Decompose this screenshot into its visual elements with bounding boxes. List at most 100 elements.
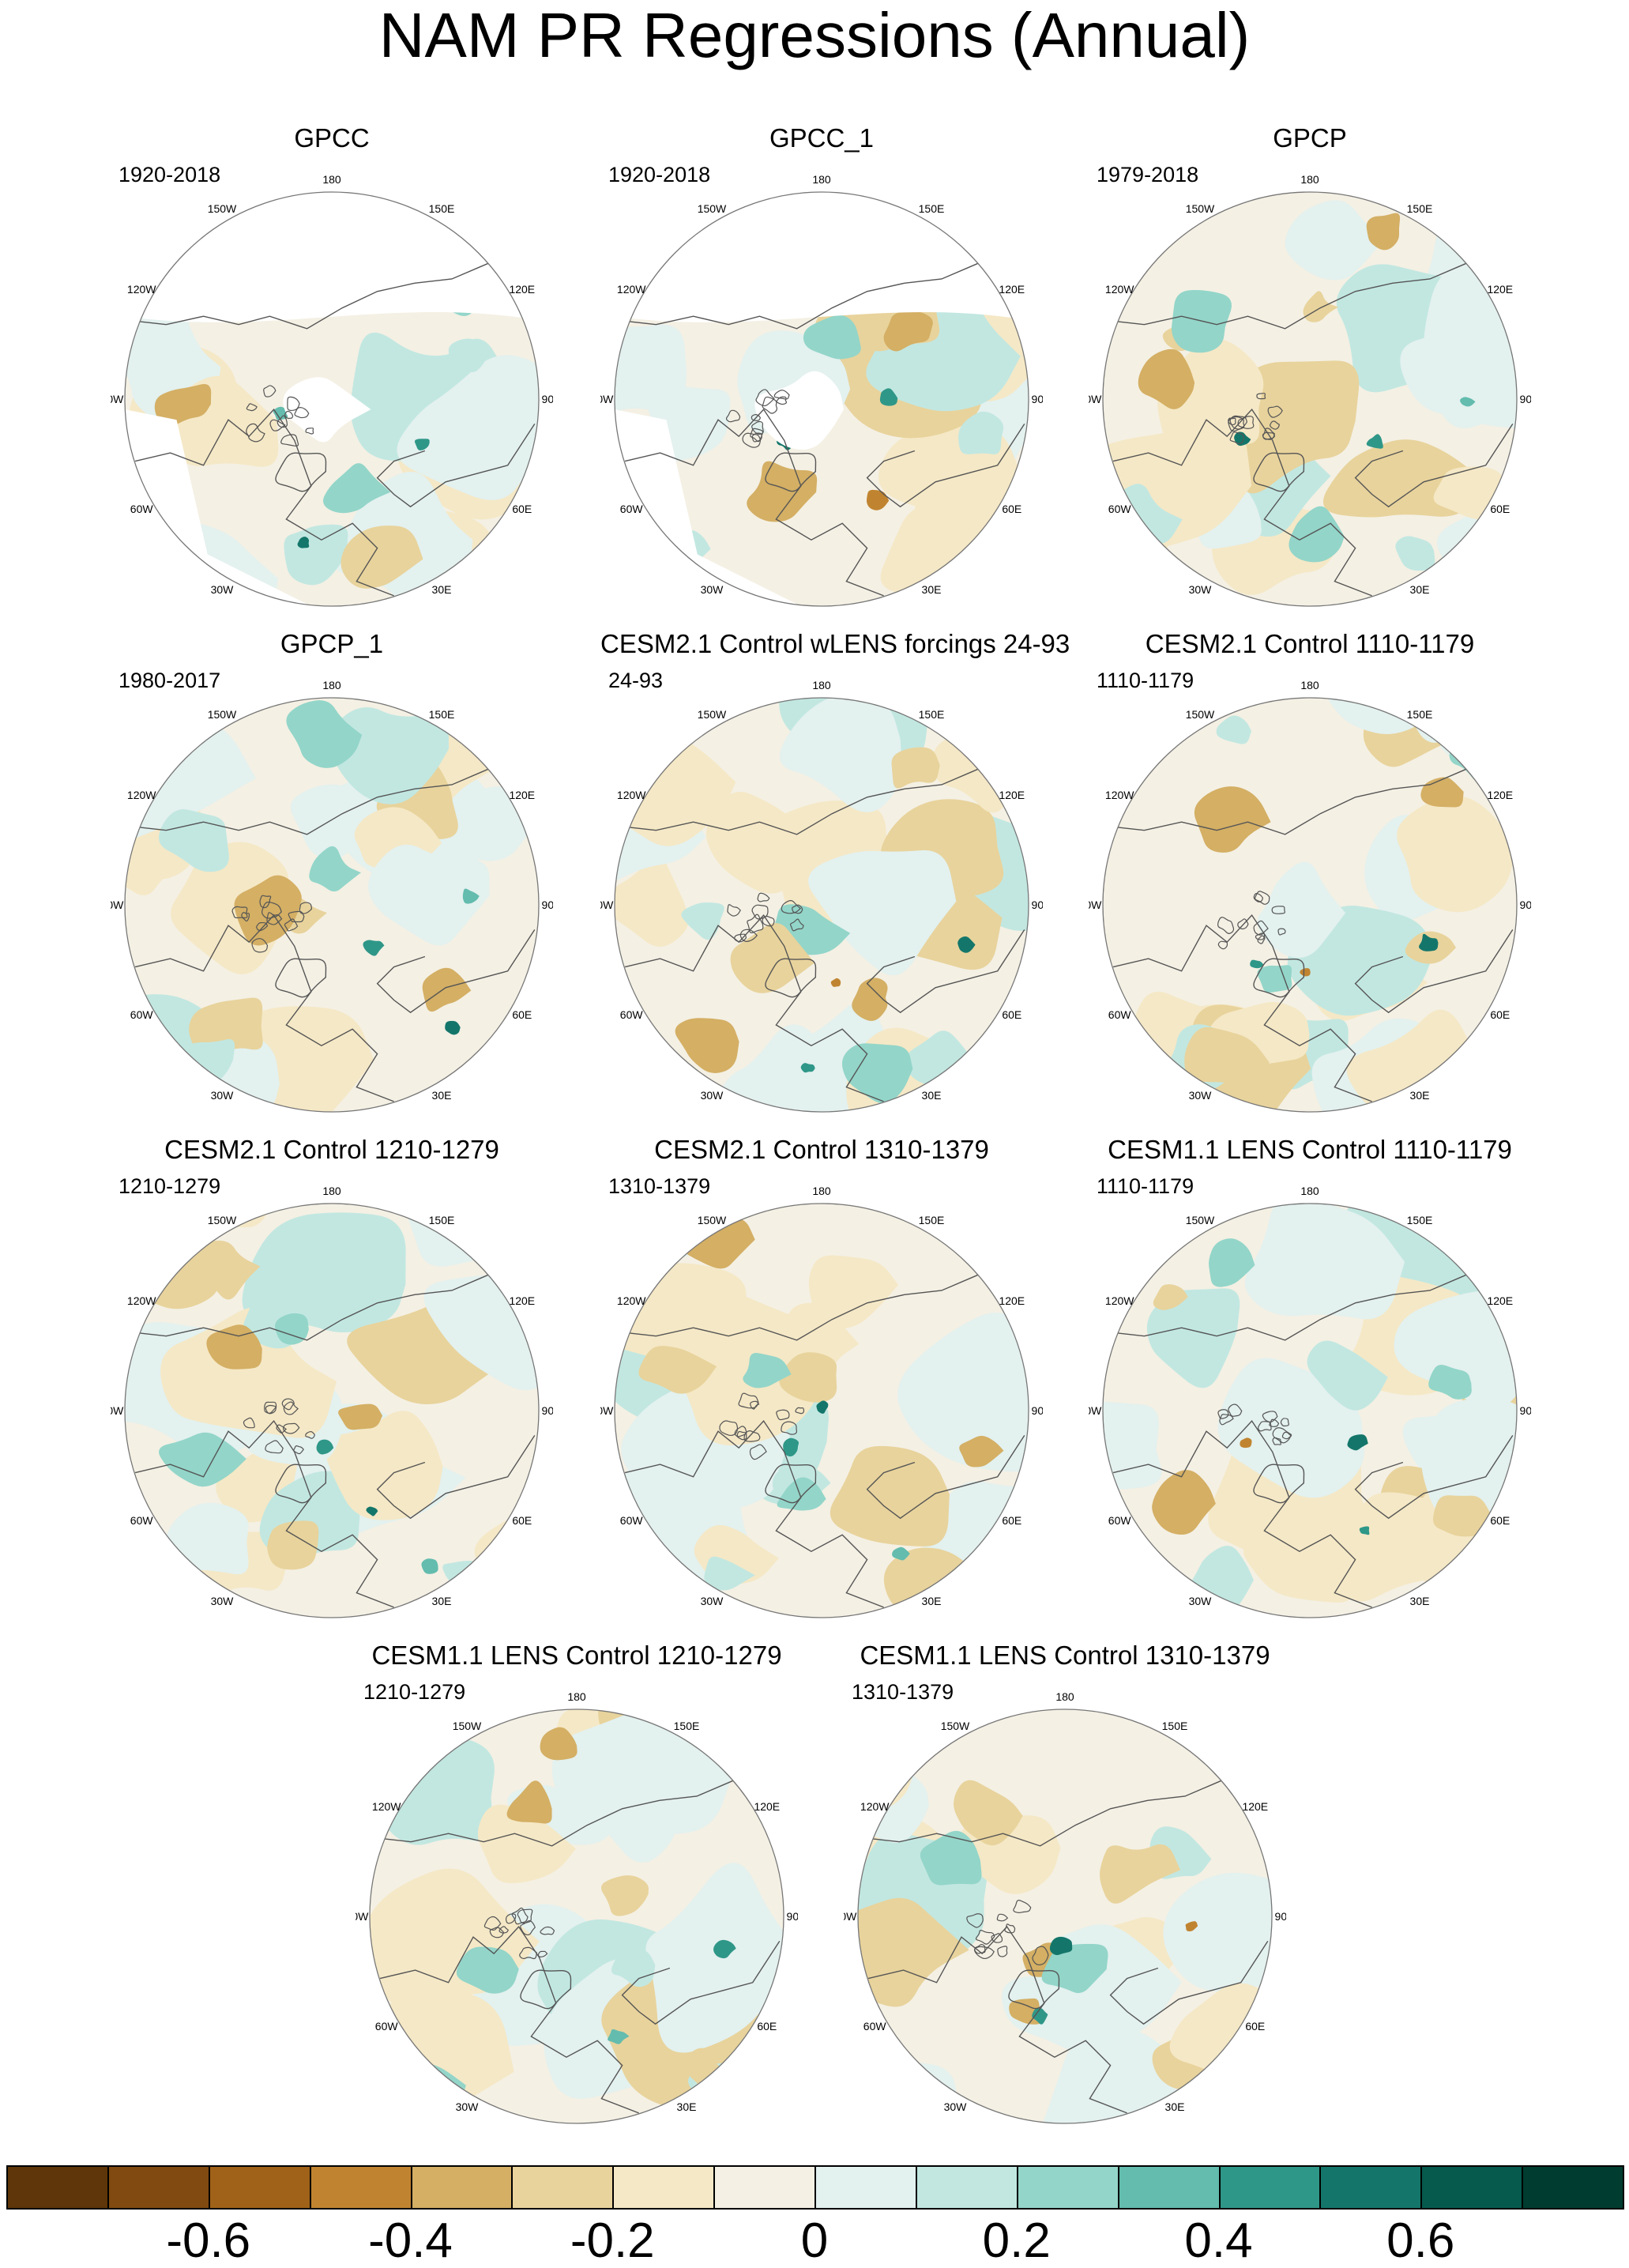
anomaly-region	[675, 1018, 739, 1073]
longitude-label: 90W	[356, 1910, 369, 1923]
coastlines	[1107, 759, 1514, 1102]
island-outline	[755, 389, 775, 407]
anomaly-core	[800, 1063, 815, 1073]
island-outline	[991, 1933, 1003, 1943]
panel-title: GPCP	[1273, 123, 1347, 153]
anomaly-core	[414, 439, 430, 450]
island-outline	[776, 1409, 790, 1421]
anomaly-region	[1395, 536, 1435, 571]
anomaly-region	[638, 1346, 717, 1394]
anomaly-core	[608, 2029, 630, 2044]
colorbar-swatch	[1420, 2165, 1524, 2210]
anomaly-region	[891, 747, 940, 789]
longitude-label: 90W	[111, 899, 124, 911]
longitude-label: 30E	[1410, 1595, 1430, 1607]
anomaly-region	[477, 1804, 576, 1884]
polar-map: 180150E120E90E60E30E030W60W90W120W150W	[1089, 1185, 1531, 1618]
island-outline	[519, 1946, 538, 1960]
panel-years: 24-93	[608, 669, 664, 692]
colorbar-label: 0.4	[1184, 2213, 1253, 2268]
colorbar-label: 0	[800, 2213, 829, 2268]
anomaly-region	[830, 1445, 950, 1547]
longitude-label: 30E	[432, 583, 452, 596]
island-outline	[284, 918, 299, 932]
anomaly-region	[267, 1520, 319, 1570]
colorbar-swatch	[612, 2165, 716, 2210]
island-outline	[795, 1407, 805, 1415]
island-outline	[243, 1417, 255, 1429]
coastline	[1109, 1941, 1269, 2025]
polar-map: 180150E120E90E60E30E030W60W90W120W150W	[1089, 679, 1531, 1113]
coastline	[134, 914, 394, 1102]
longitude-label: 90E	[1275, 1910, 1286, 1923]
longitude-label: 60E	[1490, 503, 1510, 515]
map-panel: GPCP_1180150E120E90E60E30E030W60W90W120W…	[111, 628, 553, 1118]
panel-title: GPCC_1	[769, 123, 875, 153]
longitude-label: 120E	[754, 1800, 780, 1813]
anomaly-region	[1289, 506, 1345, 563]
map-panel: GPCC180150E120E90E60E30E030W60W90W120W15…	[111, 122, 553, 612]
island-outline	[537, 1950, 548, 1957]
longitude-label: 30E	[432, 1089, 452, 1102]
island-outline	[773, 390, 790, 400]
longitude-label: 180	[567, 1690, 586, 1703]
island-outline	[294, 407, 310, 419]
longitude-label: 90E	[1032, 899, 1043, 911]
coastline	[1008, 1969, 1060, 2010]
longitude-label: 150W	[1186, 1214, 1215, 1226]
island-outline	[727, 904, 741, 917]
longitude-label: 150E	[429, 708, 455, 721]
longitude-label: 60E	[1002, 1008, 1021, 1021]
anomaly-region	[309, 846, 361, 892]
coastlines	[1107, 253, 1514, 597]
panel-years: 1210-1279	[363, 1680, 466, 1704]
anomaly-region	[1184, 1027, 1270, 1083]
island-outline	[261, 901, 282, 919]
polar-map: 180150E120E90E60E30E030W60W90W120W150W	[356, 1690, 798, 2124]
island-outline	[263, 385, 277, 397]
panel-years: 1980-2017	[119, 669, 221, 692]
longitude-label: 150W	[1186, 708, 1215, 721]
coastline	[624, 1419, 884, 1608]
longitude-label: 180	[1300, 1185, 1319, 1197]
anomaly-region	[1118, 1238, 1156, 1270]
longitude-label: 120W	[1105, 789, 1134, 801]
coastline	[134, 1419, 394, 1608]
anomaly-region	[1216, 715, 1251, 744]
panel-title: CESM1.1 LENS Control 1210-1279	[371, 1641, 782, 1670]
island-outline	[725, 409, 741, 423]
island-outline	[489, 1927, 505, 1938]
island-outline	[734, 1426, 747, 1437]
map-panel: CESM2.1 Control 1110-1179 180 150E 120E 90E 6…	[1089, 628, 1531, 1118]
anomaly-core	[716, 2070, 735, 2085]
colorbar-swatch	[6, 2165, 109, 2210]
coastline	[621, 1941, 781, 2025]
island-outline	[540, 1926, 555, 1935]
longitude-label: 120W	[617, 283, 646, 296]
anomaly-region	[375, 1738, 495, 1845]
longitude-label: 120E	[1487, 1294, 1513, 1307]
anomaly-region	[448, 338, 489, 372]
anomaly-region	[206, 1324, 262, 1369]
anomaly-region	[286, 700, 363, 768]
map-boundary	[369, 1709, 784, 2124]
longitude-label: 60W	[130, 1514, 154, 1527]
longitude-label: 60W	[130, 1008, 154, 1021]
longitude-label: 90E	[1520, 899, 1531, 911]
island-outline	[1217, 917, 1235, 934]
anomaly-core	[1234, 431, 1251, 446]
anomaly-core	[273, 406, 288, 420]
longitude-label: 30W	[701, 583, 724, 596]
coastline	[1107, 759, 1505, 835]
island-outline	[246, 423, 265, 443]
polar-map: 180150E120E90E60E30E030W60W90W120W150W	[844, 1690, 1286, 2124]
longitude-label: 120E	[1487, 283, 1513, 296]
longitude-label: 180	[322, 679, 341, 691]
longitude-label: 30E	[922, 583, 942, 596]
longitude-label: 120W	[127, 1294, 156, 1307]
anomaly-region	[779, 1352, 837, 1403]
map-boundary	[614, 191, 1029, 607]
anomaly-region	[1244, 1204, 1405, 1320]
precip-field	[125, 1204, 539, 1618]
island-outline	[1257, 1421, 1272, 1432]
